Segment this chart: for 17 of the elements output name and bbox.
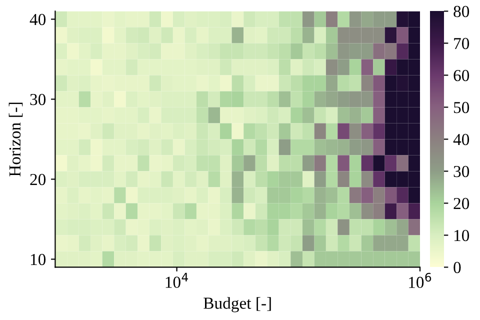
color-bar-label: 60 — [454, 70, 470, 82]
color-bar-label: 40 — [453, 134, 470, 146]
color-bar-label: 80 — [454, 6, 470, 18]
y-tick-label: 40 — [30, 14, 46, 26]
x-axis-title: Budget [-] — [204, 297, 271, 312]
y-axis-title: Horizon [-] — [8, 102, 23, 176]
x-tick-label: 10$^{6}$ — [409, 272, 432, 288]
color-bar-label: 30 — [454, 166, 470, 178]
x-tick-label: 10$^{4}$ — [166, 272, 188, 288]
y-tick-label: 20 — [30, 174, 46, 186]
color-bar-label: 70 — [454, 38, 470, 50]
color-bar-label: 10 — [454, 230, 470, 242]
color-bar-label: 20 — [454, 198, 470, 210]
color-bar-label: 0 — [454, 262, 461, 274]
y-tick-label: 10 — [30, 254, 46, 266]
y-tick-label: 30 — [30, 94, 46, 106]
color-bar-label: 50 — [454, 102, 470, 114]
